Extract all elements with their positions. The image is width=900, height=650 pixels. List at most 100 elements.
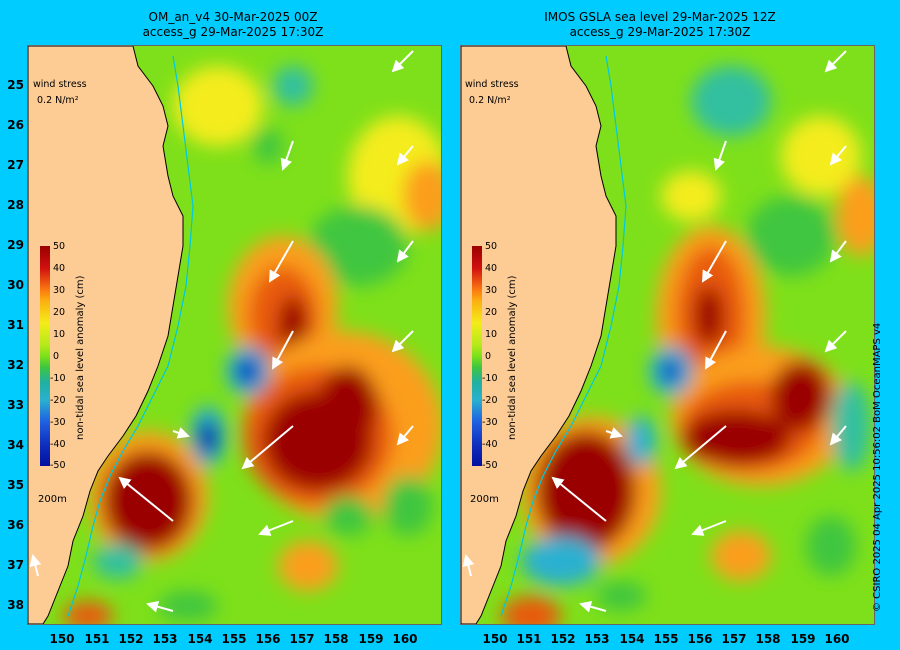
colorbar-left — [40, 246, 50, 466]
wind-arrow — [674, 425, 727, 470]
colorbar-right — [472, 246, 482, 466]
y-tick: 29 — [7, 238, 24, 252]
x-tick: 151 — [516, 632, 542, 646]
y-tick: 35 — [7, 478, 24, 492]
wind-arrow — [272, 330, 294, 370]
map-panel-right[interactable] — [460, 45, 875, 625]
colorbar-tick: -20 — [50, 395, 66, 406]
colorbar-tick: -10 — [482, 373, 498, 384]
x-tick: 160 — [824, 632, 850, 646]
wind-arrow — [462, 554, 475, 577]
wind-arrow — [269, 240, 294, 283]
x-tick: 156 — [687, 632, 713, 646]
wind-arrow — [280, 140, 294, 171]
x-tick: 160 — [392, 632, 418, 646]
panel-right-title: IMOS GSLA sea level 29-Mar-2025 12Z acce… — [510, 10, 810, 40]
x-tick: 153 — [152, 632, 178, 646]
colorbar-tick: 10 — [485, 329, 498, 340]
y-tick: 38 — [7, 598, 24, 612]
x-tick: 158 — [755, 632, 781, 646]
y-tick: 26 — [7, 118, 24, 132]
x-tick: 157 — [289, 632, 315, 646]
sea-level-map-right — [461, 46, 874, 624]
x-tick: 150 — [49, 632, 75, 646]
x-tick: 154 — [187, 632, 213, 646]
wind-arrow — [605, 427, 623, 439]
wind-arrow — [579, 600, 607, 613]
colorbar-tick: -50 — [482, 460, 498, 471]
x-tick: 154 — [619, 632, 645, 646]
colorbar-tick: 0 — [53, 351, 60, 362]
x-tick: 156 — [255, 632, 281, 646]
colorbar-tick: -40 — [50, 439, 66, 450]
x-tick: 153 — [584, 632, 610, 646]
wind-stress-label-right: wind stress — [465, 79, 519, 90]
wind-stress-label-left: wind stress — [33, 79, 87, 90]
x-tick: 150 — [482, 632, 508, 646]
x-tick: 159 — [790, 632, 816, 646]
panel-right-title-line1: IMOS GSLA sea level 29-Mar-2025 12Z — [544, 10, 776, 24]
wind-arrow — [391, 50, 414, 73]
colorbar-tick: 0 — [485, 351, 492, 362]
colorbar-tick: -50 — [50, 460, 66, 471]
wind-arrow — [391, 330, 414, 353]
x-tick: 155 — [221, 632, 247, 646]
wind-arrow — [829, 425, 847, 446]
wind-arrow — [146, 600, 174, 613]
x-tick: 155 — [653, 632, 679, 646]
y-tick: 36 — [7, 518, 24, 532]
panel-left-title-line1: OM_an_v4 30-Mar-2025 00Z — [148, 10, 318, 24]
colorbar-label-right: non-tidal sea level anomaly (cm) — [507, 275, 518, 440]
wind-arrows — [29, 50, 414, 613]
colorbar-tick: 50 — [485, 241, 498, 252]
colorbar-tick: 50 — [53, 241, 66, 252]
y-tick: 32 — [7, 358, 24, 372]
colorbar-tick: 30 — [53, 285, 66, 296]
map-panel-left[interactable] — [27, 45, 442, 625]
y-tick: 33 — [7, 398, 24, 412]
wind-arrow — [172, 427, 190, 439]
wind-arrows — [462, 50, 847, 613]
wind-stress-scale-right: 0.2 N/m² — [469, 95, 511, 106]
wind-arrow — [691, 520, 727, 536]
x-tick: 158 — [323, 632, 349, 646]
colorbar-tick: -10 — [50, 373, 66, 384]
wind-arrow — [396, 145, 414, 166]
wind-arrow — [824, 50, 847, 73]
wind-stress-scale-left: 0.2 N/m² — [37, 95, 79, 106]
colorbar-tick: 40 — [53, 263, 66, 274]
wind-arrow — [258, 520, 294, 536]
panel-right-title-line2: access_g 29-Mar-2025 17:30Z — [569, 25, 751, 39]
wind-arrow — [829, 240, 847, 263]
wind-arrow — [241, 425, 294, 470]
colorbar-label-left: non-tidal sea level anomaly (cm) — [75, 275, 86, 440]
wind-arrow — [551, 476, 607, 522]
wind-arrow — [29, 554, 42, 577]
colorbar-tick: 20 — [485, 307, 498, 318]
colorbar-tick: -20 — [482, 395, 498, 406]
wind-arrow — [396, 240, 414, 263]
colorbar-tick: -30 — [50, 417, 66, 428]
wind-arrow — [702, 240, 727, 283]
colorbar-tick: -40 — [482, 439, 498, 450]
colorbar-tick: 10 — [53, 329, 66, 340]
sea-level-map-left — [28, 46, 441, 624]
x-tick: 152 — [118, 632, 144, 646]
wind-arrow — [824, 330, 847, 353]
y-tick: 31 — [7, 318, 24, 332]
copyright-text: © CSIRO 2025 04 Apr 2025 10:56:02 BoM Oc… — [872, 322, 883, 612]
wind-arrow — [118, 476, 174, 522]
y-tick: 25 — [7, 78, 24, 92]
y-tick: 28 — [7, 198, 24, 212]
colorbar-tick: -30 — [482, 417, 498, 428]
x-tick: 151 — [84, 632, 110, 646]
y-tick: 27 — [7, 158, 24, 172]
wind-arrow — [713, 140, 727, 171]
x-tick: 157 — [721, 632, 747, 646]
wind-arrow — [829, 145, 847, 166]
y-tick: 37 — [7, 558, 24, 572]
colorbar-tick: 30 — [485, 285, 498, 296]
y-tick: 30 — [7, 278, 24, 292]
colorbar-tick: 40 — [485, 263, 498, 274]
y-tick: 34 — [7, 438, 24, 452]
